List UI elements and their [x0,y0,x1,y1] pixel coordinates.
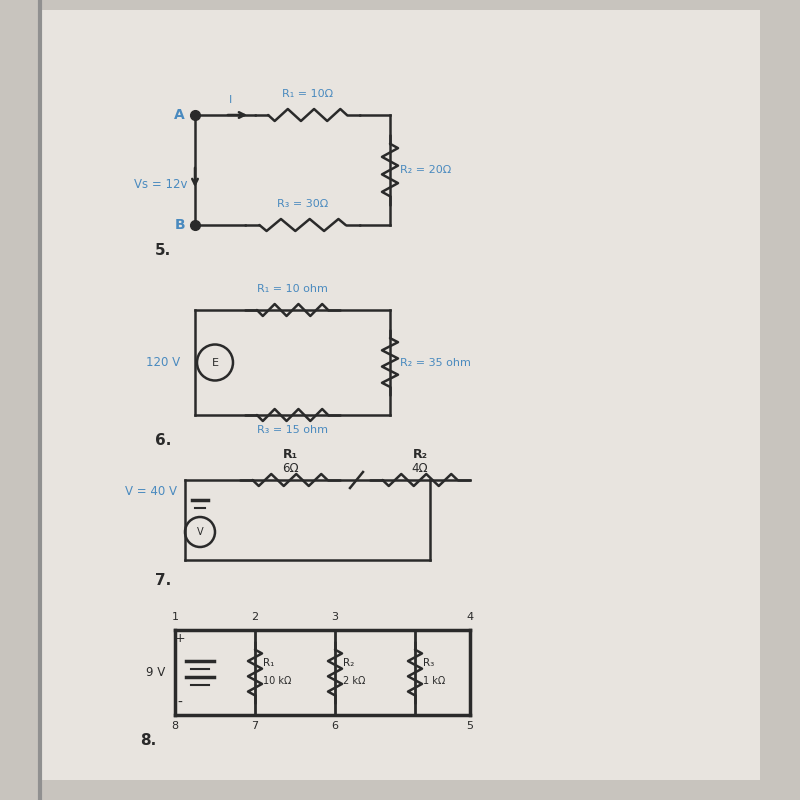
Text: R₂: R₂ [343,658,354,667]
Text: 1: 1 [171,612,178,622]
Text: B: B [174,218,185,232]
Text: -: - [178,696,182,710]
Text: R₁: R₁ [282,448,298,461]
Text: 6Ω: 6Ω [282,462,298,475]
Text: R₁: R₁ [263,658,274,667]
Text: R₂ = 20Ω: R₂ = 20Ω [400,165,451,175]
Text: 4Ω: 4Ω [412,462,428,475]
Text: 5.: 5. [155,243,171,258]
Text: R₂: R₂ [413,448,427,461]
Text: 6.: 6. [155,433,171,448]
Text: 5: 5 [466,721,474,731]
Text: 8: 8 [171,721,178,731]
Text: R₃: R₃ [423,658,434,667]
Text: 7.: 7. [155,573,171,588]
Text: R₃ = 30Ω: R₃ = 30Ω [277,199,328,209]
Text: R₂ = 35 ohm: R₂ = 35 ohm [400,358,471,367]
Text: R₁ = 10 ohm: R₁ = 10 ohm [257,284,328,294]
Text: 10 kΩ: 10 kΩ [263,675,291,686]
Text: A: A [174,108,185,122]
Text: 120 V: 120 V [146,356,180,369]
Text: 7: 7 [251,721,258,731]
Text: R₃ = 15 ohm: R₃ = 15 ohm [257,425,328,435]
Text: E: E [211,358,218,367]
Text: 2 kΩ: 2 kΩ [343,675,366,686]
Text: I: I [228,95,232,105]
Text: 1 kΩ: 1 kΩ [423,675,446,686]
Text: 8.: 8. [140,733,156,748]
Text: 9 V: 9 V [146,666,165,679]
Text: 3: 3 [331,612,338,622]
Text: +: + [174,632,186,645]
Text: V = 40 V: V = 40 V [125,485,177,498]
Text: R₁ = 10Ω: R₁ = 10Ω [282,89,333,99]
Text: Vs = 12v: Vs = 12v [134,178,187,191]
Text: 6: 6 [331,721,338,731]
FancyBboxPatch shape [40,10,760,780]
Text: 4: 4 [466,612,474,622]
Text: 2: 2 [251,612,258,622]
Text: V: V [197,527,203,537]
